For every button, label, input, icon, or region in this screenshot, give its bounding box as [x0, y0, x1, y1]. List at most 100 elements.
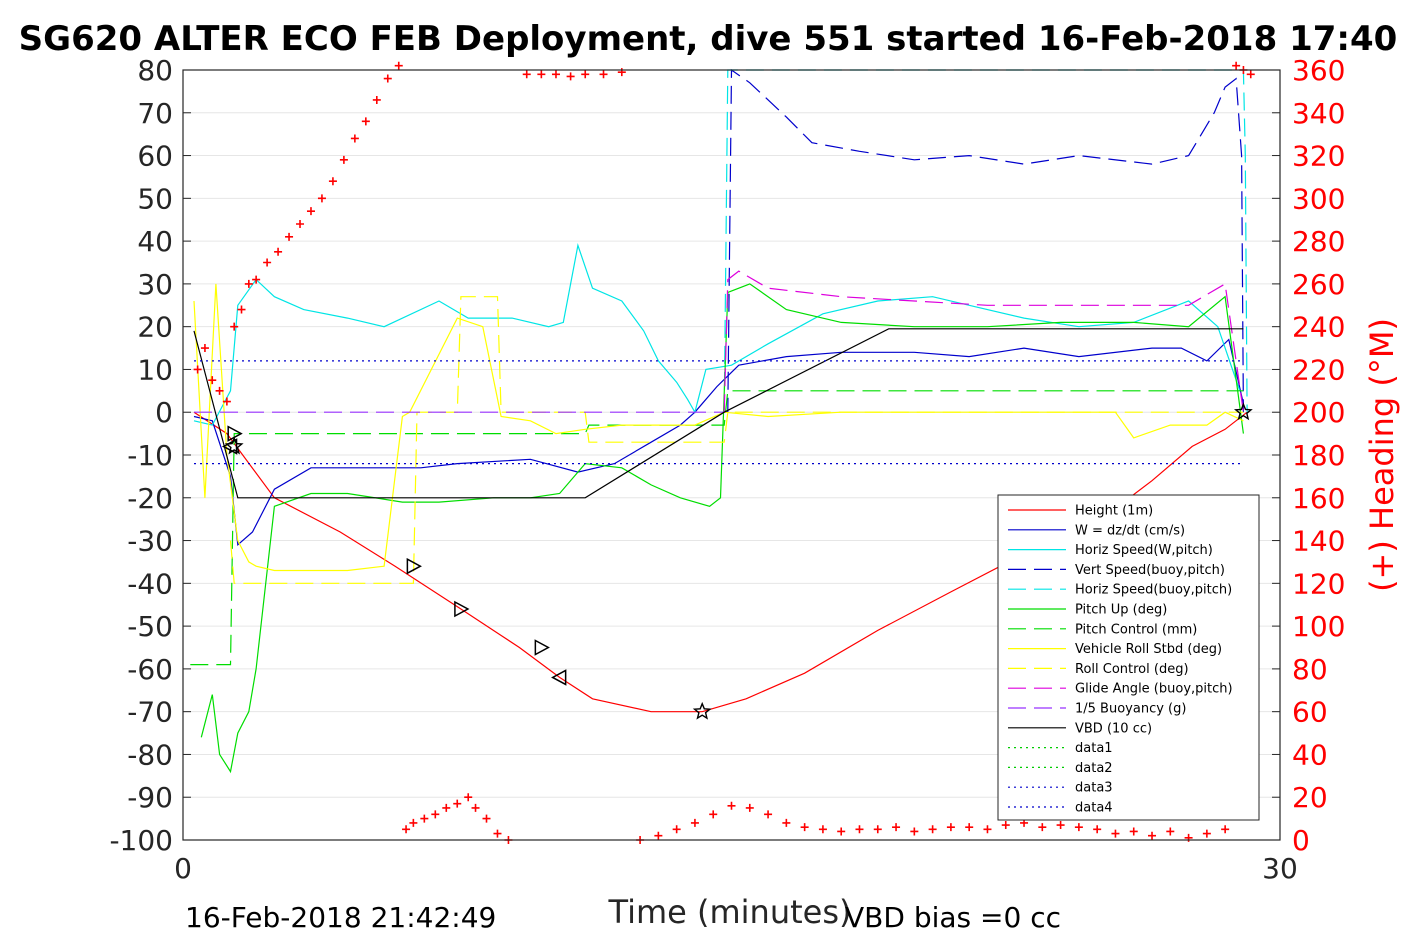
left-tick-label: -30 [127, 525, 173, 558]
marker-triangle-left [551, 669, 567, 686]
legend: Height (1m) W = dz/dt (cm/s) Horiz Speed(W… [997, 494, 1260, 821]
marker-star [1233, 402, 1253, 421]
right-axis-ticks: 3603403203002802602402202001801601401201… [1272, 54, 1345, 857]
heading-point [1001, 821, 1010, 830]
heading-point [654, 831, 663, 840]
series-line-horiz-speed-w-pitch [193, 243, 1241, 426]
heading-point [1166, 827, 1175, 836]
heading-point [350, 134, 359, 143]
right-tick-label: 320 [1292, 140, 1345, 173]
legend-label: data2 [1075, 761, 1113, 776]
heading-point [1129, 827, 1138, 836]
left-tick-label: 0 [155, 396, 173, 429]
left-tick-label: 50 [137, 182, 173, 215]
left-tick-label: -100 [109, 824, 173, 857]
right-tick-label: 260 [1292, 268, 1345, 301]
right-tick-label: 200 [1292, 396, 1345, 429]
right-tick-label: 60 [1292, 696, 1328, 729]
legend-label: Horiz Speed(W,pitch) [1075, 543, 1213, 558]
heading-point [1093, 825, 1102, 834]
heading-point [263, 258, 272, 267]
heading-point [1202, 829, 1211, 838]
right-tick-label: 20 [1292, 781, 1328, 814]
x-tick-label: 30 [1262, 852, 1298, 885]
series-line-w-dz-dt-cm-s [193, 338, 1244, 547]
heading-point [464, 793, 473, 802]
heading-point [892, 823, 901, 832]
heading-point [818, 825, 827, 834]
heading-point [306, 207, 315, 216]
heading-markers [193, 61, 1255, 844]
right-tick-label: 100 [1292, 610, 1345, 643]
right-tick-label: 40 [1292, 738, 1328, 771]
heading-point [1056, 821, 1065, 830]
heading-point [745, 803, 754, 812]
heading-point [983, 825, 992, 834]
heading-point [453, 799, 462, 808]
heading-point [431, 810, 440, 819]
heading-point [946, 823, 955, 832]
series-line-glide-angle-buoy-pitch [723, 270, 1244, 413]
heading-point [402, 825, 411, 834]
legend-label: Vert Speed(buoy,pitch) [1075, 563, 1225, 578]
left-tick-label: 10 [137, 353, 173, 386]
series-line-pitch-up-deg [200, 283, 1244, 774]
footer-vbd-bias: VBD bias =0 cc [845, 901, 1061, 934]
right-tick-label: 180 [1292, 439, 1345, 472]
heading-point [383, 74, 392, 83]
legend-label: Pitch Control (mm) [1075, 622, 1197, 637]
left-tick-label: 20 [137, 311, 173, 344]
left-tick-label: -50 [127, 610, 173, 643]
right-tick-label: 300 [1292, 182, 1345, 215]
heading-point [1221, 825, 1230, 834]
series-line-vert-speed-buoy-pitch [724, 68, 1245, 413]
heading-point [274, 247, 283, 256]
legend-label: W = dz/dt (cm/s) [1075, 523, 1185, 538]
heading-point [1246, 70, 1255, 79]
legend-label: Glide Angle (buoy,pitch) [1075, 682, 1233, 697]
heading-point [837, 827, 846, 836]
heading-point [727, 801, 736, 810]
heading-point [910, 827, 919, 836]
heading-point [1038, 823, 1047, 832]
marker-triangle-right [227, 425, 243, 442]
left-tick-label: -40 [127, 567, 173, 600]
heading-point [855, 825, 864, 834]
left-tick-label: 30 [137, 268, 173, 301]
x-tick-label: 0 [174, 852, 192, 885]
right-tick-label: 0 [1292, 824, 1310, 857]
chart-title: SG620 ALTER ECO FEB Deployment, dive 551… [19, 19, 1398, 59]
series-line-vbd-10-cc [193, 328, 1244, 499]
series-line-roll-control-deg [229, 296, 1244, 584]
left-tick-label: 80 [137, 54, 173, 87]
heading-point [193, 365, 202, 374]
left-axis-ticks: 80 70 60 50 40 30 20 10 0 -10 -20 -30 -40 -50 -60 -70 -8… [109, 54, 191, 857]
heading-point [1111, 829, 1120, 838]
legend-label: data4 [1075, 801, 1113, 816]
heading-point [285, 232, 294, 241]
heading-point [208, 376, 217, 385]
heading-point [237, 305, 246, 314]
legend-label: Vehicle Roll Stbd (deg) [1075, 642, 1222, 657]
footer-timestamp: 16-Feb-2018 21:42:49 [185, 901, 496, 934]
heading-point [764, 810, 773, 819]
heading-point [800, 823, 809, 832]
left-tick-label: -90 [127, 781, 173, 814]
right-tick-label: 280 [1292, 225, 1345, 258]
heading-point [252, 275, 261, 284]
heading-point [296, 220, 305, 228]
x-axis-ticks: 0 30 [174, 832, 1298, 885]
marker-triangle-right [454, 600, 470, 618]
heading-point [522, 70, 531, 79]
legend-label: data1 [1075, 741, 1113, 756]
legend-label: VBD (10 cc) [1075, 721, 1152, 736]
left-tick-label: 60 [137, 140, 173, 173]
heading-point [420, 814, 429, 823]
heading-point [409, 818, 418, 827]
heading-point [442, 803, 451, 812]
right-tick-label: 220 [1292, 353, 1345, 386]
heading-point [1074, 823, 1083, 832]
heading-point [965, 823, 974, 832]
heading-point [599, 70, 608, 79]
heading-point [782, 818, 791, 827]
